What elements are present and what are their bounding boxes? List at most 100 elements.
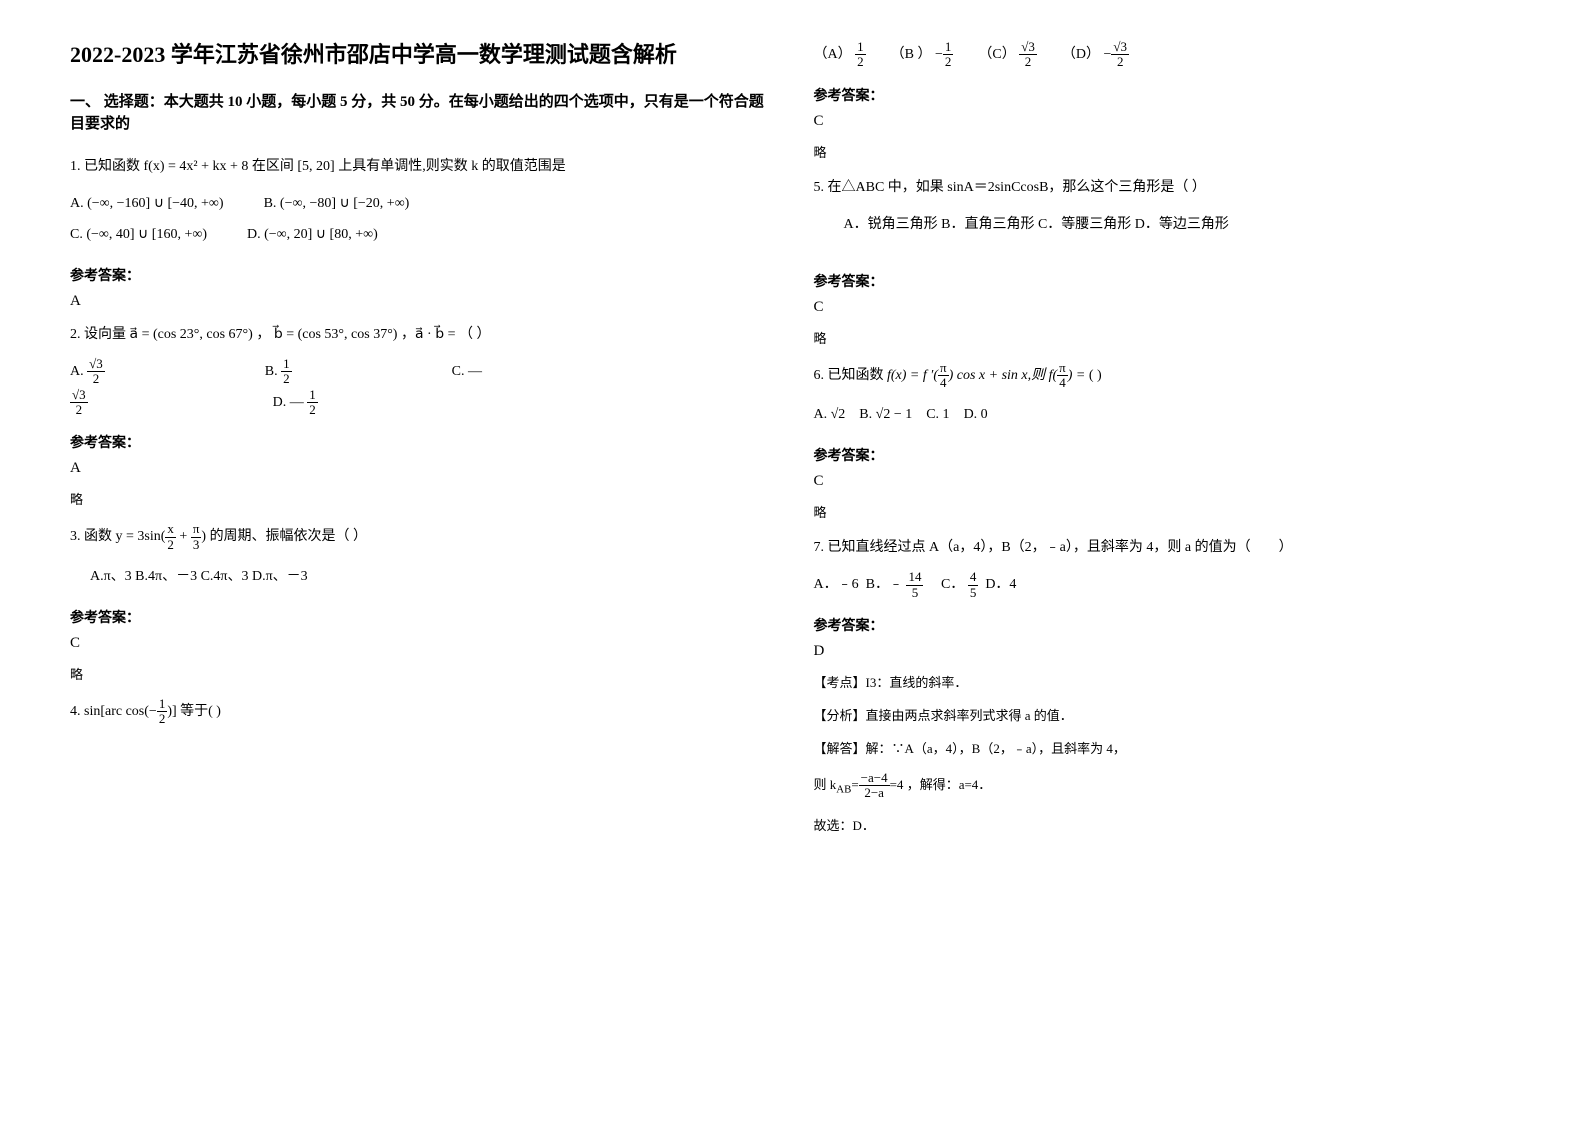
q6-opt-c: C. 1 (926, 400, 949, 431)
q2-note: 略 (70, 489, 774, 508)
q7-exp5: 故选：D． (814, 815, 1518, 834)
q2-opt-c-num: √3 (70, 388, 88, 403)
q4-den: 2 (157, 712, 168, 726)
q6-func-mid: ) cos x + sin x,则 f( (949, 368, 1058, 383)
q4-opt-b: （B ） −12 (891, 40, 954, 71)
q6-options: A. √2 B. √2 − 1 C. 1 D. 0 (814, 400, 1518, 431)
q7-opt-a: A．﹣6 (814, 570, 859, 601)
q2-opt-c-label: C. — (452, 364, 482, 379)
q7-opt-b-num: 14 (906, 570, 923, 585)
q6-func-right: ) = (1068, 368, 1086, 383)
q4-opt-a-num: 1 (855, 40, 866, 55)
q7-stem: 7. 已知直线经过点 A（a，4），B（2，﹣a），且斜率为 4，则 a 的值为… (814, 535, 1518, 560)
q4-opt-d-neg: − (1103, 47, 1111, 62)
q2-answer: A (70, 460, 774, 477)
q6-opt-a: A. √2 (814, 400, 846, 431)
q2-pre: 2. 设向量 (70, 327, 130, 342)
q7-opt-b: B．﹣ 145 (866, 570, 924, 601)
q2-stem: 2. 设向量 a⃗ = (cos 23°, cos 67°) ， b⃗ = (c… (70, 322, 774, 347)
q3-stem: 3. 函数 y = 3sin(x2 + π3) 的周期、振幅依次是（ ） (70, 522, 774, 552)
q2-opt-a-num: √3 (87, 357, 105, 372)
q1-options: A. (−∞, −160] ∪ [−40, +∞) B. (−∞, −80] ∪… (70, 189, 774, 251)
q3-plus: + (176, 529, 191, 544)
q2-opt-c-frac: √32 (70, 388, 88, 419)
q4-opt-d-den: 2 (1111, 55, 1129, 69)
q1-stem: 1. 已知函数 f(x) = 4x² + kx + 8 在区间 [5, 20] … (70, 154, 774, 179)
q3-options: A.π、3 B.4π、－3 C.4π、3 D.π、－3 (70, 562, 774, 593)
q2-opt-a-den: 2 (87, 372, 105, 386)
q2-opt-a: A. √32 (70, 357, 105, 388)
q1-opt-d: D. (−∞, 20] ∪ [80, +∞) (247, 220, 378, 251)
q2-opt-d-den: 2 (307, 403, 318, 417)
q4-post: 等于( ) (180, 704, 221, 719)
q7-exp4-eq: = (851, 777, 858, 792)
q7-opt-b-den: 5 (906, 586, 923, 600)
q4-opt-c-num: √3 (1019, 40, 1037, 55)
q2-mid: ， (256, 327, 270, 342)
left-column: 2022-2023 学年江苏省徐州市邵店中学高一数学理测试题含解析 一、 选择题… (50, 40, 794, 1082)
q7-exp4-num: −a−4 (859, 771, 890, 786)
q5-stem: 5. 在△ABC 中，如果 sinA＝2sinCcosB，那么这个三角形是（ ） (814, 175, 1518, 200)
q6-post: ( ) (1089, 368, 1102, 383)
q3-answer-label: 参考答案： (70, 607, 774, 627)
q6-pi1num: π (938, 361, 949, 376)
q7-exp1: 【考点】I3：直线的斜率． (814, 672, 1518, 691)
q6-answer-label: 参考答案： (814, 445, 1518, 465)
q4-opt-b-den: 2 (943, 55, 954, 69)
q4-opt-c: （C） √32 (978, 40, 1036, 71)
q4-opt-d-label: （D） (1062, 47, 1100, 62)
q7-opt-c: C． 45 (941, 570, 978, 601)
q2-opt-b-label: B. (265, 364, 278, 379)
q5-answer: C (814, 299, 1518, 316)
q7-opt-c-label: C． (941, 577, 964, 592)
right-column: （A） 12 （B ） −12 （C） √32 （D） −√32 参考答案： C… (794, 40, 1538, 1082)
q4-opt-d-num: √3 (1111, 40, 1129, 55)
q3-post: 的周期、振幅依次是（ ） (210, 529, 368, 544)
q7-exp2: 【分析】直接由两点求斜率列式求得 a 的值． (814, 705, 1518, 724)
q7-exp4-eqv: =4 (890, 777, 904, 792)
q6-pi1den: 4 (938, 376, 949, 390)
q6-answer: C (814, 473, 1518, 490)
q2-opt-c-den: 2 (70, 403, 88, 417)
q3-pden: 3 (191, 538, 202, 552)
q4-opt-b-num: 1 (943, 40, 954, 55)
q7-opt-c-num: 4 (968, 570, 979, 585)
q7-exp4: 则 kAB=−a−42−a=4 ，解得：a=4． (814, 771, 1518, 801)
q3-xden: 2 (165, 538, 176, 552)
q4-func-end: )] (167, 704, 176, 719)
q7-opt-c-den: 5 (968, 586, 979, 600)
section-heading: 一、 选择题：本大题共 10 小题，每小题 5 分，共 50 分。在每小题给出的… (70, 91, 774, 136)
q6-pre: 6. 已知函数 (814, 368, 888, 383)
q2-options: A. √32 B. 12 C. — √32 D. — 12 (70, 357, 774, 419)
q7-exp3: 【解答】解：∵A（a，4），B（2，﹣a），且斜率为 4， (814, 738, 1518, 757)
q1-answer-label: 参考答案： (70, 265, 774, 285)
q4-answer: C (814, 113, 1518, 130)
document-title: 2022-2023 学年江苏省徐州市邵店中学高一数学理测试题含解析 (70, 40, 774, 71)
q4-opt-c-den: 2 (1019, 55, 1037, 69)
q2-opt-c: C. — (452, 357, 482, 388)
q2-opt-a-label: A. (70, 364, 84, 379)
q4-opt-b-neg: − (935, 47, 943, 62)
q3-func-end: ) (201, 529, 206, 544)
q4-opt-c-label: （C） (978, 47, 1015, 62)
q2-vec-b: b⃗ = (cos 53°, cos 37°) (274, 327, 398, 342)
q3-answer: C (70, 635, 774, 652)
q6-opt-b: B. √2 − 1 (859, 400, 912, 431)
q2-opt-b-num: 1 (281, 357, 292, 372)
q4-pre: 4. (70, 704, 84, 719)
q4-answer-label: 参考答案： (814, 85, 1518, 105)
q7-opt-d: D．4 (985, 570, 1016, 601)
q3-pre: 3. 函数 (70, 529, 116, 544)
q7-answer: D (814, 643, 1518, 660)
q6-pi2num: π (1057, 361, 1068, 376)
q4-opt-a-label: （A） (814, 47, 852, 62)
q4-opt-b-label: （B ） (891, 47, 932, 62)
q2-opt-b-den: 2 (281, 372, 292, 386)
q7-exp4-den: 2−a (859, 786, 890, 800)
q4-func: sin[arc cos(− (84, 704, 157, 719)
q7-answer-label: 参考答案： (814, 615, 1518, 635)
q3-pnum: π (191, 522, 202, 537)
q2-answer-label: 参考答案： (70, 432, 774, 452)
q2-opt-d-label: D. — (273, 395, 304, 410)
q4-note: 略 (814, 142, 1518, 161)
